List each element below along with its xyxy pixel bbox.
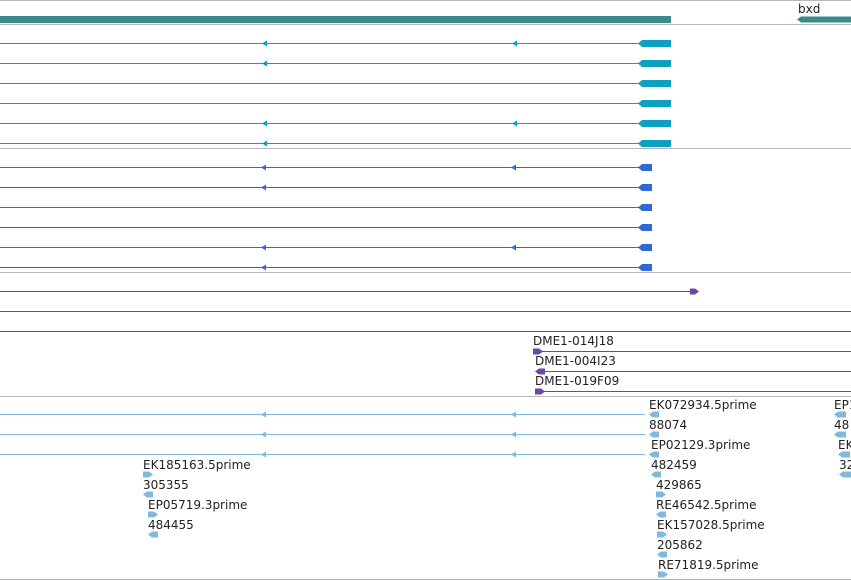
exon-block[interactable]	[638, 140, 671, 147]
bac-label[interactable]: DME1-019F09	[535, 374, 620, 388]
exon-block[interactable]	[638, 60, 671, 67]
exon-block[interactable]	[143, 491, 153, 498]
exon-block[interactable]	[657, 531, 667, 538]
exon-block[interactable]	[657, 551, 667, 558]
intron-arrow-icon	[261, 411, 266, 418]
est-label[interactable]: 482459	[651, 458, 697, 472]
est-label[interactable]: 305355	[143, 478, 189, 492]
exon-block[interactable]	[656, 511, 666, 518]
est-label[interactable]: 32	[839, 458, 851, 472]
exon-block[interactable]	[838, 451, 850, 458]
exon-block[interactable]	[143, 471, 153, 478]
intron-arrow-icon	[261, 451, 266, 458]
intron-arrow-icon	[512, 40, 517, 47]
exon-block[interactable]	[148, 531, 158, 538]
est-label[interactable]: 205862	[657, 538, 703, 552]
exon-block[interactable]	[535, 368, 545, 375]
gene-label-bxd[interactable]: bxd	[798, 2, 821, 16]
exon-block[interactable]	[638, 244, 652, 251]
intron-arrow-icon	[261, 431, 266, 438]
exon-block[interactable]	[651, 471, 661, 478]
intron-arrow-icon	[262, 140, 267, 147]
exon-block[interactable]	[656, 491, 666, 498]
exon-block[interactable]	[658, 571, 668, 578]
exon-block[interactable]	[649, 411, 659, 418]
est-label[interactable]: RE71819.5prime	[658, 558, 759, 572]
exon-block[interactable]	[638, 184, 652, 191]
est-label[interactable]: EK185163.5prime	[143, 458, 251, 472]
intron-arrow-icon	[262, 120, 267, 127]
exon-block[interactable]	[638, 204, 652, 211]
intron-arrow-icon	[511, 244, 516, 251]
exon-block[interactable]	[638, 120, 671, 127]
intron-arrow-icon	[511, 431, 516, 438]
intron-arrow-icon	[511, 451, 516, 458]
gene-bar[interactable]	[0, 16, 671, 23]
est-label[interactable]: RE46542.5prime	[656, 498, 757, 512]
intron-arrow-icon	[511, 411, 516, 418]
exon-block[interactable]	[690, 288, 699, 295]
est-label[interactable]: EK072934.5prime	[649, 398, 757, 412]
exon-block[interactable]	[638, 264, 652, 271]
exon-block[interactable]	[649, 451, 659, 458]
exon-block[interactable]	[797, 16, 851, 23]
intron-arrow-icon	[261, 164, 266, 171]
est-label[interactable]: EP02129.3prime	[651, 438, 751, 452]
intron-arrow-icon	[511, 164, 516, 171]
intron-arrow-icon	[261, 264, 266, 271]
est-label[interactable]: EK	[838, 438, 851, 452]
est-label[interactable]: EK157028.5prime	[657, 518, 765, 532]
intron-arrow-icon	[262, 40, 267, 47]
bac-label[interactable]: DME1-014J18	[533, 334, 614, 348]
bac-label[interactable]: DME1-004I23	[535, 354, 616, 368]
est-label[interactable]: 88074	[649, 418, 688, 432]
exon-block[interactable]	[834, 431, 846, 438]
exon-block[interactable]	[649, 431, 659, 438]
est-label[interactable]: EP1	[834, 398, 851, 412]
est-label[interactable]: 48	[834, 418, 850, 432]
exon-block[interactable]	[638, 164, 652, 171]
exon-block[interactable]	[839, 471, 851, 478]
intron-arrow-icon	[261, 184, 266, 191]
est-label[interactable]: EP05719.3prime	[148, 498, 248, 512]
est-label[interactable]: 484455	[148, 518, 194, 532]
exon-block[interactable]	[638, 224, 652, 231]
exon-block[interactable]	[148, 511, 158, 518]
exon-block[interactable]	[638, 100, 671, 107]
exon-block[interactable]	[638, 80, 671, 87]
intron-arrow-icon	[261, 244, 266, 251]
exon-block[interactable]	[535, 388, 545, 395]
est-label[interactable]: 429865	[656, 478, 702, 492]
exon-block[interactable]	[834, 411, 846, 418]
intron-arrow-icon	[262, 60, 267, 67]
intron-arrow-icon	[512, 120, 517, 127]
exon-block[interactable]	[533, 348, 543, 355]
exon-block[interactable]	[638, 40, 671, 47]
